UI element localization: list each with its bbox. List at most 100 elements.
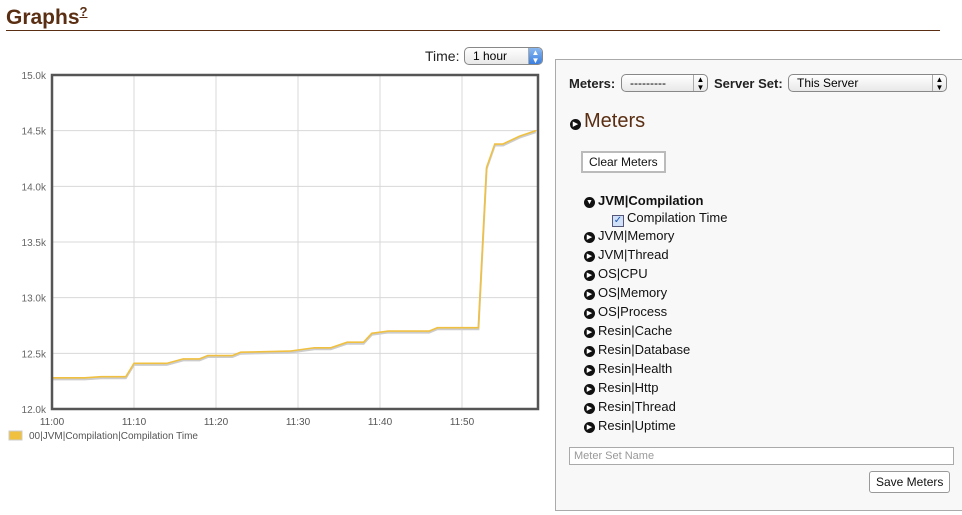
x-tick-label: 11:00 xyxy=(40,417,65,428)
x-tick-label: 11:50 xyxy=(450,417,475,428)
plot-border xyxy=(50,73,540,411)
expand-icon: ▶ xyxy=(584,403,595,414)
data-point xyxy=(182,358,184,360)
data-point xyxy=(387,330,389,332)
data-point xyxy=(166,362,168,364)
data-point xyxy=(199,358,201,360)
data-point xyxy=(535,130,537,132)
y-tick-label: 13.5k xyxy=(22,238,47,249)
expand-icon: ▶ xyxy=(584,384,595,395)
meter-group-label: JVM|Memory xyxy=(598,228,675,243)
meter-group-label: JVM|Compilation xyxy=(598,193,704,208)
data-point xyxy=(207,355,209,357)
collapse-icon: ▼ xyxy=(584,197,595,208)
meter-group[interactable]: ▶ OS|Process xyxy=(584,302,727,321)
meter-group[interactable]: ▶ OS|Memory xyxy=(584,283,727,302)
meter-group-label: Resin|Uptime xyxy=(598,418,676,433)
data-point xyxy=(428,330,430,332)
series-line xyxy=(52,129,537,379)
server-set-label: Server Set: xyxy=(714,76,783,91)
meter-item-label: Compilation Time xyxy=(627,210,728,225)
meters-select[interactable]: --------- ▲ ▼ xyxy=(621,74,708,92)
meter-group-label: Resin|Cache xyxy=(598,323,673,338)
time-select[interactable]: 1 hour ▲ ▼ xyxy=(464,47,543,65)
expand-icon: ▶ xyxy=(584,308,595,319)
data-point xyxy=(518,135,520,137)
expand-icon: ▶ xyxy=(584,289,595,300)
help-link[interactable]: ? xyxy=(79,4,88,19)
expand-icon: ▶ xyxy=(584,270,595,281)
meters-panel: Meters: --------- ▲ ▼ Server Set: This Ser… xyxy=(555,59,962,511)
select-arrows-icon: ▲ ▼ xyxy=(528,48,542,65)
expand-icon: ▶ xyxy=(584,327,595,338)
select-arrows-icon: ▲ ▼ xyxy=(693,75,707,92)
data-point xyxy=(502,143,504,145)
meter-group[interactable]: ▼ JVM|Compilation xyxy=(584,191,727,210)
data-point xyxy=(133,362,135,364)
meter-group[interactable]: ▶ Resin|Cache xyxy=(584,321,727,340)
meter-group-label: Resin|Health xyxy=(598,361,673,376)
expand-icon: ▶ xyxy=(584,365,595,376)
meter-group-label: OS|Memory xyxy=(598,285,668,300)
legend-swatch xyxy=(8,430,23,441)
meter-group[interactable]: ▶ Resin|Http xyxy=(584,378,727,397)
meter-set-name-input[interactable]: Meter Set Name xyxy=(569,447,954,465)
y-tick-label: 13.0k xyxy=(22,294,47,305)
x-tick-label: 11:40 xyxy=(368,417,393,428)
data-point xyxy=(436,327,438,329)
x-tick-label: 11:30 xyxy=(286,417,311,428)
meter-group[interactable]: ▶ OS|CPU xyxy=(584,264,727,283)
meter-group[interactable]: ▶ JVM|Thread xyxy=(584,245,727,264)
data-point xyxy=(330,347,332,349)
expand-icon: ▶ xyxy=(584,346,595,357)
page-title: Graphs? xyxy=(6,4,88,29)
meter-group-label: OS|CPU xyxy=(598,266,648,281)
server-set-select[interactable]: This Server ▲ ▼ xyxy=(788,74,947,92)
expand-icon: ▶ xyxy=(584,251,595,262)
meter-group-label: Resin|Database xyxy=(598,342,691,357)
data-point xyxy=(363,341,365,343)
data-point xyxy=(494,143,496,145)
save-meters-button[interactable]: Save Meters xyxy=(869,471,951,493)
data-point xyxy=(346,341,348,343)
meter-group[interactable]: ▶ JVM|Memory xyxy=(584,226,727,245)
meter-group[interactable]: ▶ Resin|Uptime xyxy=(584,416,727,435)
meter-tree: ▼ JVM|Compilation ✓ Compilation Time ▶ JVM|Me… xyxy=(584,191,727,435)
data-point xyxy=(240,351,242,353)
expand-icon: ▶ xyxy=(584,232,595,243)
data-point xyxy=(371,332,373,334)
data-point xyxy=(313,347,315,349)
data-point xyxy=(486,166,488,168)
x-tick-label: 11:10 xyxy=(122,417,147,428)
y-tick-label: 14.5k xyxy=(22,127,47,138)
meters-heading[interactable]: ▶ Meters xyxy=(570,110,645,133)
meters-label: Meters: xyxy=(569,76,616,91)
data-point xyxy=(84,377,86,379)
meter-group-label: Resin|Http xyxy=(598,380,659,395)
meter-group[interactable]: ▶ Resin|Health xyxy=(584,359,727,378)
y-tick-label: 12.0k xyxy=(22,405,47,416)
y-tick-label: 15.0k xyxy=(22,71,47,82)
meter-checkbox[interactable]: ✓ xyxy=(612,215,624,227)
title-divider xyxy=(6,30,940,31)
data-point xyxy=(125,376,127,378)
x-tick-label: 11:20 xyxy=(204,417,229,428)
select-arrows-icon: ▲ ▼ xyxy=(932,75,946,92)
data-point xyxy=(477,327,479,329)
y-tick-label: 12.5k xyxy=(22,349,47,360)
data-point xyxy=(289,350,291,352)
meter-group-label: JVM|Thread xyxy=(598,247,669,262)
data-point xyxy=(100,376,102,378)
meter-group-label: Resin|Thread xyxy=(598,399,676,414)
meter-group[interactable]: ▶ Resin|Thread xyxy=(584,397,727,416)
meter-group[interactable]: ▶ Resin|Database xyxy=(584,340,727,359)
clear-meters-button[interactable]: Clear Meters xyxy=(581,151,666,173)
data-point xyxy=(231,355,233,357)
expand-icon: ▶ xyxy=(584,422,595,433)
time-label: Time: xyxy=(425,48,460,64)
meter-group-label: OS|Process xyxy=(598,304,668,319)
expand-icon: ▶ xyxy=(570,119,581,130)
chart: 12.0k 12.5k 13.0k 13.5k 14.0k 14.5k 15.0k 11:00… xyxy=(8,71,540,442)
y-tick-label: 14.0k xyxy=(22,182,47,193)
legend-label: 00|JVM|Compilation|Compilation Time xyxy=(29,431,198,442)
